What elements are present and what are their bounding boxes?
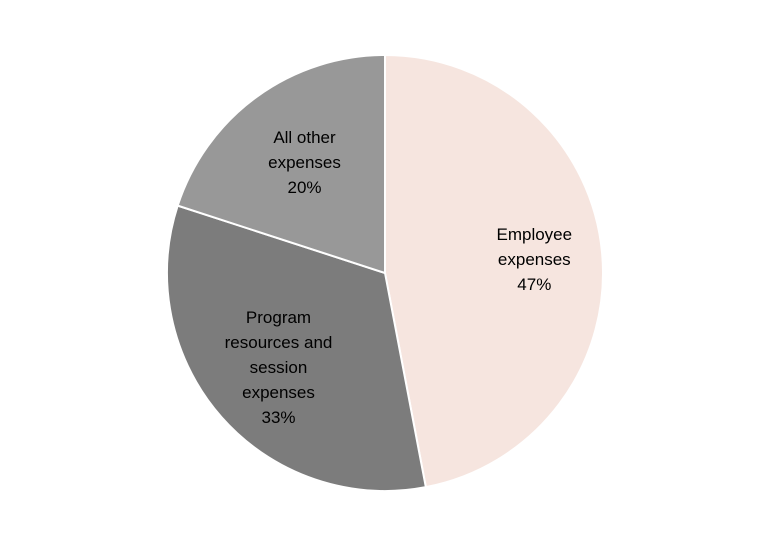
slice-category-label: Employee bbox=[496, 225, 572, 244]
slice-category-label: session bbox=[250, 358, 308, 377]
slice-category-label: All other bbox=[273, 128, 336, 147]
pie-labels: Employee expenses 47% Program resources and s… bbox=[225, 128, 572, 427]
slice-percent-label: 20% bbox=[287, 178, 321, 197]
slice-category-label: resources and bbox=[225, 333, 333, 352]
slice-label-1: Employee expenses 47% bbox=[496, 225, 572, 294]
slice-category-label: expenses bbox=[242, 383, 315, 402]
pie-slice-1 bbox=[384, 53, 604, 489]
pie-slice-2 bbox=[166, 204, 428, 492]
slice-percent-label: 47% bbox=[517, 275, 551, 294]
slice-percent-label: 33% bbox=[261, 408, 295, 427]
slice-label-2: Program resources and session expenses 33% bbox=[225, 308, 333, 427]
slice-category-label: expenses bbox=[268, 153, 341, 172]
slice-label-3: All other expenses 20% bbox=[268, 128, 341, 197]
slice-category-label: Program bbox=[246, 308, 311, 327]
pie-slices bbox=[166, 53, 604, 492]
slice-category-label: expenses bbox=[498, 250, 571, 269]
pie-slice-3 bbox=[176, 53, 386, 275]
